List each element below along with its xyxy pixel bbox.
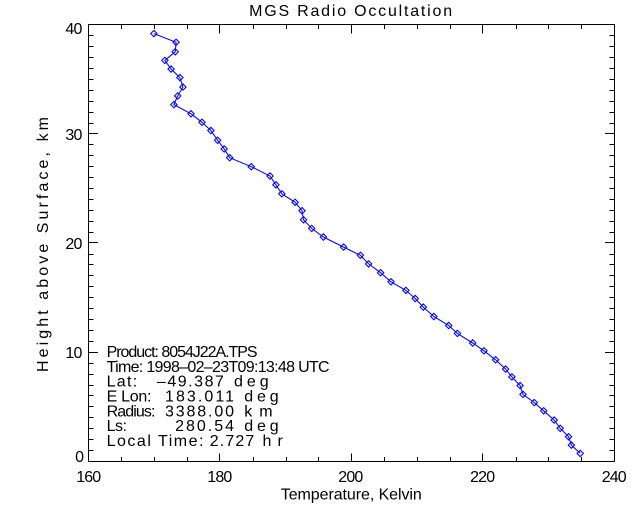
svg-text:Ls:: Ls: <box>107 418 127 435</box>
svg-text:10: 10 <box>65 345 82 362</box>
svg-text:–49.387: –49.387 <box>157 374 224 391</box>
svg-text:20: 20 <box>65 236 82 253</box>
svg-text:160: 160 <box>76 469 101 486</box>
svg-text:Local Time:: Local Time: <box>107 433 204 450</box>
svg-text:deg: deg <box>244 389 279 406</box>
svg-text:2.727: 2.727 <box>210 433 255 450</box>
svg-text:Temperature, Kelvin: Temperature, Kelvin <box>281 487 422 504</box>
svg-text:E Lon:: E Lon: <box>107 389 152 406</box>
svg-text:30: 30 <box>65 127 82 144</box>
svg-text:180: 180 <box>207 469 232 486</box>
svg-text:Product: 8054J22A.TPS: Product: 8054J22A.TPS <box>107 344 258 361</box>
svg-text:40: 40 <box>65 21 82 38</box>
svg-text:MGS Radio Occultation: MGS Radio Occultation <box>249 3 452 20</box>
svg-text:deg: deg <box>244 418 279 435</box>
svg-text:3388.00: 3388.00 <box>165 403 234 420</box>
svg-text:Lat:: Lat: <box>107 374 138 391</box>
svg-text:Height above Surface, km: Height above Surface, km <box>35 117 52 372</box>
svg-text:220: 220 <box>470 469 495 486</box>
svg-text:Radius:: Radius: <box>107 403 156 420</box>
svg-text:deg: deg <box>234 374 269 391</box>
svg-text:280.54: 280.54 <box>175 418 234 435</box>
svg-text:240: 240 <box>602 469 627 486</box>
svg-text:183.011: 183.011 <box>165 389 234 406</box>
svg-text:0: 0 <box>75 449 84 466</box>
svg-text:Time: 1998–02–23T09:13:48 UTC: Time: 1998–02–23T09:13:48 UTC <box>107 359 330 376</box>
svg-text:km: km <box>244 403 272 420</box>
svg-text:200: 200 <box>338 469 363 486</box>
